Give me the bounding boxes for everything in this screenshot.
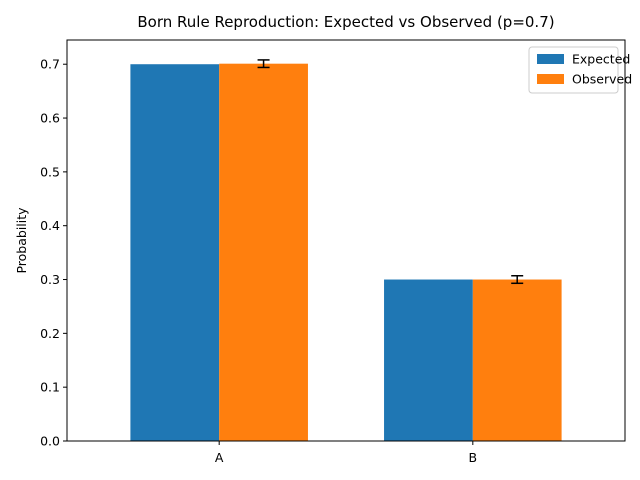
y-tick-label: 0.6 xyxy=(40,111,60,126)
bars-group xyxy=(130,63,562,442)
bar-expected-a xyxy=(130,64,220,442)
legend-label-expected: Expected xyxy=(572,52,630,67)
bar-observed-b xyxy=(472,279,562,441)
y-tick-label: 0.2 xyxy=(40,326,60,341)
y-tick-label: 0.5 xyxy=(40,164,60,179)
y-tick-label: 0.0 xyxy=(40,434,60,449)
y-tick-label: 0.1 xyxy=(40,380,60,395)
bar-observed-a xyxy=(219,63,308,441)
y-tick-label: 0.3 xyxy=(40,272,60,287)
y-axis-title: Probability xyxy=(14,207,29,274)
legend-swatch-observed xyxy=(537,74,564,84)
y-tick-label: 0.7 xyxy=(40,57,60,72)
chart-title: Born Rule Reproduction: Expected vs Obse… xyxy=(137,13,554,31)
y-tick-label: 0.4 xyxy=(40,218,60,233)
legend: Expected Observed xyxy=(528,46,632,94)
x-tick-label: B xyxy=(469,450,478,465)
error-bars-group xyxy=(257,59,524,285)
plot-frame xyxy=(66,39,626,442)
legend-swatch-expected xyxy=(537,54,564,64)
x-tick-label: A xyxy=(215,450,224,465)
bar-expected-b xyxy=(384,279,473,441)
legend-label-observed: Observed xyxy=(572,72,632,87)
y-axis: 0.0 0.1 0.2 0.3 0.4 0.5 0.6 0.7 xyxy=(40,57,67,449)
